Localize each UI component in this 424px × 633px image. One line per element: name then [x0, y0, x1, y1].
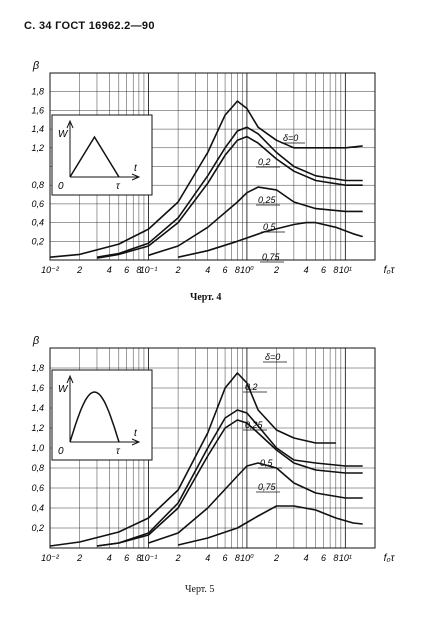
y-tick-label: 0,6: [31, 483, 44, 493]
inset-box: [51, 114, 153, 196]
series-line: [148, 462, 363, 544]
x-axis-label: f₀τ: [384, 553, 396, 564]
x-tick-label: 4: [205, 553, 210, 563]
inset-origin-label: 0: [58, 446, 64, 457]
inset-pulse: [69, 135, 120, 178]
series-line: [49, 100, 363, 258]
y-tick-label: 1,2: [31, 143, 44, 153]
x-tick-label: 10⁻²: [41, 553, 60, 563]
x-tick-label: 4: [107, 265, 112, 275]
inset-end-label: τ: [116, 446, 121, 457]
series-line: [96, 409, 363, 547]
curve-label: δ=0: [265, 352, 280, 362]
y-tick-label: 1,4: [31, 403, 44, 413]
y-tick-label: 1,8: [31, 87, 44, 97]
series-line: [49, 372, 336, 547]
curve-label: 0,75: [262, 252, 281, 262]
x-tick-label: 10⁰: [240, 265, 254, 275]
x-tick-label: 2: [273, 553, 279, 563]
x-tick-label: 10¹: [339, 553, 352, 563]
figure-5-caption: Черт. 5: [185, 584, 215, 595]
series-line: [96, 135, 363, 259]
y-tick-label: 0,8: [31, 463, 44, 473]
x-tick-label: 8: [333, 265, 338, 275]
x-tick-label: 8: [333, 553, 338, 563]
y-tick-label: 0,4: [31, 503, 44, 513]
x-tick-label: 2: [273, 265, 279, 275]
x-tick-label: 2: [175, 553, 181, 563]
x-tick-label: 6: [321, 265, 326, 275]
curve-label: 0,5: [263, 222, 277, 232]
inset-x-arrow: [131, 438, 141, 446]
x-tick-label: 2: [76, 553, 82, 563]
inset-x-arrow: [131, 173, 141, 181]
x-tick-label: 8: [136, 553, 141, 563]
y-tick-label: 1,4: [31, 124, 44, 134]
page-header: С. 34 ГОСТ 16962.2—90: [24, 20, 155, 32]
x-tick-label: 10⁻¹: [140, 553, 158, 563]
curve-label: 0,5: [260, 458, 274, 468]
y-tick-label: 1,2: [31, 423, 44, 433]
x-tick-label: 10¹: [339, 265, 352, 275]
plot-frame: [49, 72, 376, 261]
y-tick-label: 0,2: [31, 236, 44, 246]
grid: [49, 72, 376, 261]
x-tick-label: 4: [205, 265, 210, 275]
y-axis-label: β: [32, 60, 40, 72]
curve-label: 0,2: [258, 157, 271, 167]
inset-box: [51, 369, 153, 461]
y-tick-label: 1,8: [31, 363, 44, 373]
y-tick-label: 1,6: [31, 105, 44, 115]
series-line: [177, 221, 363, 258]
x-tick-label: 8: [235, 265, 240, 275]
curve-label: 0,25: [245, 420, 264, 430]
x-tick-label: 4: [107, 553, 112, 563]
y-tick-label: 0,8: [31, 180, 44, 190]
x-tick-label: 6: [321, 553, 326, 563]
x-tick-label: 10⁻¹: [140, 265, 158, 275]
inset-x-label: t: [134, 163, 138, 174]
figure-4-caption: Черт. 4: [190, 292, 222, 303]
x-tick-label: 6: [223, 553, 228, 563]
x-tick-label: 10⁰: [240, 553, 254, 563]
x-tick-label: 6: [124, 553, 129, 563]
x-axis-label: f₀τ: [384, 265, 396, 276]
x-tick-label: 4: [304, 265, 309, 275]
series-line: [96, 126, 363, 258]
plot-frame: [49, 347, 376, 549]
x-tick-label: 4: [304, 553, 309, 563]
inset-origin-label: 0: [58, 181, 64, 192]
x-tick-label: 2: [175, 265, 181, 275]
y-tick-label: 0,6: [31, 199, 44, 209]
inset-pulse: [69, 391, 120, 443]
curve-label: 0,2: [245, 382, 258, 392]
curve-label: 0,25: [258, 195, 277, 205]
x-tick-label: 10⁻²: [41, 265, 60, 275]
y-axis-label: β: [32, 335, 40, 347]
curve-label: δ=0: [283, 133, 298, 143]
series-line: [148, 186, 363, 257]
series-line: [177, 505, 363, 546]
inset-y-arrow: [66, 374, 74, 384]
x-tick-label: 6: [124, 265, 129, 275]
y-tick-label: 0,4: [31, 218, 44, 228]
inset-y-arrow: [66, 119, 74, 129]
x-tick-label: 2: [76, 265, 82, 275]
x-tick-label: 8: [136, 265, 141, 275]
inset-x-label: t: [134, 428, 138, 439]
x-tick-label: 8: [235, 553, 240, 563]
series-line: [96, 419, 363, 547]
y-tick-label: 1,0: [31, 443, 44, 453]
inset-y-label: W: [58, 384, 69, 395]
curve-label: 0,75: [258, 482, 277, 492]
y-tick-label: 0,2: [31, 523, 44, 533]
y-tick-label: 1,6: [31, 383, 44, 393]
inset-end-label: τ: [116, 181, 121, 192]
x-tick-label: 6: [223, 265, 228, 275]
inset-y-label: W: [58, 129, 69, 140]
